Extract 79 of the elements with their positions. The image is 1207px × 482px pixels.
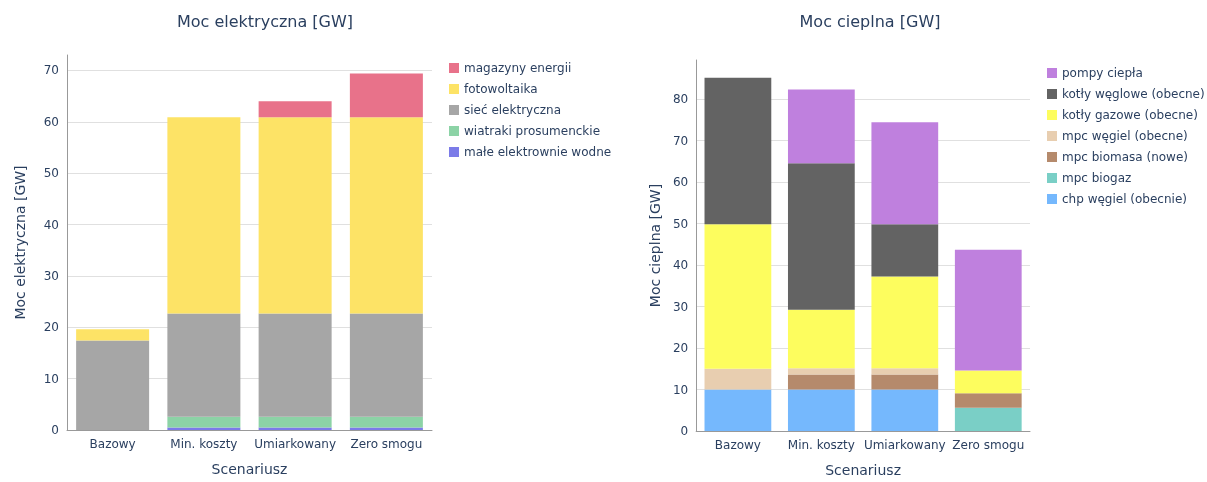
y-tick-label: 10 <box>672 382 689 397</box>
y-tick-label: 30 <box>43 268 59 283</box>
legend-label: kotły gazowe (obecne) <box>1062 108 1198 122</box>
bar <box>954 393 1022 408</box>
bar <box>871 224 939 277</box>
bar <box>76 329 150 341</box>
bar <box>871 374 939 390</box>
bar <box>954 249 1022 371</box>
bar <box>787 309 855 369</box>
bar <box>787 163 855 310</box>
chart-title: Moc cieplna [GW] <box>799 11 941 31</box>
bar <box>258 117 332 314</box>
bar <box>871 122 939 225</box>
bar <box>76 340 150 430</box>
bar <box>954 407 1022 431</box>
bar <box>704 368 772 390</box>
y-tick-label: 60 <box>672 175 689 190</box>
y-axis-title: Moc elektryczna [GW] <box>12 165 28 320</box>
x-tick-label: Min. koszty <box>787 438 855 452</box>
legend-label: pompy ciepła <box>1062 66 1143 80</box>
y-tick-label: 40 <box>672 258 689 272</box>
x-tick-label: Zero smogu <box>952 438 1025 452</box>
y-tick-label: 10 <box>43 371 59 386</box>
x-tick-label: Bazowy <box>89 437 136 451</box>
bar <box>167 117 241 314</box>
y-tick-label: 50 <box>672 216 689 231</box>
x-axis-title: Scenariusz <box>825 462 901 478</box>
legend-label: magazyny energii <box>464 61 572 75</box>
y-tick-label: 0 <box>680 424 689 438</box>
bar <box>954 370 1022 394</box>
y-tick-label: 80 <box>672 92 689 107</box>
bar <box>704 389 772 431</box>
bar <box>258 313 332 417</box>
bar <box>871 389 939 431</box>
x-tick-label: Zero smogu <box>350 437 423 451</box>
bar <box>167 313 241 417</box>
bar <box>349 313 423 417</box>
x-tick-label: Umiarkowany <box>863 438 946 452</box>
x-tick-label: Min. koszty <box>170 437 238 451</box>
bar <box>349 73 423 118</box>
bar <box>787 374 855 390</box>
x-tick-label: Umiarkowany <box>254 437 337 451</box>
bar <box>258 416 332 428</box>
y-tick-label: 70 <box>43 63 59 78</box>
bar <box>167 427 241 430</box>
chart-title: Moc elektryczna [GW] <box>176 11 354 31</box>
legend-label: małe elektrownie wodne <box>464 145 612 159</box>
legend-label: sieć elektryczna <box>464 103 562 117</box>
bar <box>704 77 772 225</box>
y-tick-label: 30 <box>672 299 689 314</box>
bar <box>787 89 855 164</box>
x-tick-label: Bazowy <box>714 438 761 452</box>
y-tick-label: 60 <box>43 114 59 129</box>
legend-label: mpc węgiel (obecne) <box>1062 129 1188 143</box>
legend-label: wiatraki prosumenckie <box>464 124 601 138</box>
bar <box>787 389 855 431</box>
y-tick-label: 20 <box>672 341 689 355</box>
legend-label: mpc biogaz <box>1062 171 1132 185</box>
bar <box>167 416 241 428</box>
y-axis-title: Moc cieplna [GW] <box>647 183 663 308</box>
bar <box>258 101 332 118</box>
y-tick-label: 0 <box>51 423 59 437</box>
y-tick-label: 70 <box>672 133 689 148</box>
bar <box>871 276 939 369</box>
bar <box>349 427 423 430</box>
y-tick-label: 50 <box>43 166 59 181</box>
bar <box>787 368 855 375</box>
bar <box>349 416 423 428</box>
legend-label: fotowoltaika <box>464 82 538 96</box>
legend-label: chp węgiel (obecnie) <box>1062 192 1187 206</box>
legend-label: kotły węglowe (obecne) <box>1062 87 1205 101</box>
bar <box>258 427 332 430</box>
legend-label: mpc biomasa (nowe) <box>1062 150 1188 164</box>
x-axis-title: Scenariusz <box>211 461 288 477</box>
bar <box>704 224 772 369</box>
bar <box>349 117 423 314</box>
y-tick-label: 40 <box>43 217 59 232</box>
y-tick-label: 20 <box>43 320 59 335</box>
bar <box>871 368 939 375</box>
